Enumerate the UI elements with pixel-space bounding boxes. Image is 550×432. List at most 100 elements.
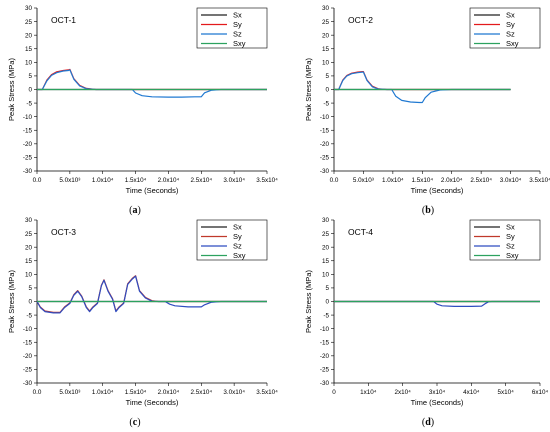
y-tick-label: -15	[320, 127, 330, 134]
y-tick-label: -20	[320, 353, 330, 360]
x-tick-label: 2.5x10⁴	[190, 389, 212, 396]
chart-panel-d: -30 -25 -20 -15 -10 -5 0 5 10 15 20 25 30 0 1x10⁴ 2x10⁴…	[304, 217, 548, 428]
x-tick-label: 1.5x10⁴	[125, 389, 147, 396]
y-tick-label: 10	[25, 60, 33, 67]
legend-label: Sy	[506, 20, 515, 29]
x-tick-label: 1.0x10⁴	[92, 177, 114, 184]
y-tick-label: -5	[323, 312, 329, 319]
y-tick-label: -20	[23, 141, 33, 148]
legend-label: Sy	[233, 232, 242, 241]
y-tick-label: -10	[320, 114, 330, 121]
legend-label: Sy	[233, 20, 242, 29]
x-axis-title: Time (Seconds)	[126, 398, 179, 407]
y-tick-label: 5	[28, 73, 32, 80]
panel-caption: (a)	[129, 205, 141, 216]
legend-label: Sx	[506, 11, 515, 20]
legend-label: Sz	[233, 242, 242, 251]
y-tick-label: -25	[320, 367, 330, 374]
chart-panel-c: -30 -25 -20 -15 -10 -5 0 5 10 15 20 25 30 0.0 5.0x10³ 1…	[7, 217, 278, 428]
x-tick-label: 5.0x10³	[353, 177, 374, 184]
legend-label: Sz	[233, 30, 242, 39]
y-tick-label: 5	[28, 285, 32, 292]
x-tick-label: 2x10⁴	[394, 389, 411, 396]
y-tick-label: 15	[25, 258, 33, 265]
x-tick-label: 5x10⁴	[497, 389, 514, 396]
legend-box	[469, 7, 541, 49]
x-tick-label: 0	[332, 389, 336, 396]
x-tick-label: 4x10⁴	[463, 389, 480, 396]
x-axis-title: Time (Seconds)	[411, 398, 464, 407]
series-line-sy	[334, 71, 511, 91]
y-tick-label: 0	[28, 299, 32, 306]
chart-panel-a: -30 -25 -20 -15 -10 -5 0 5 10 15 20 25 30 0.0 5.0x10³ 1…	[7, 5, 278, 216]
y-tick-label: 5	[325, 73, 329, 80]
y-tick-label: -25	[320, 155, 330, 162]
y-tick-label: 30	[25, 5, 33, 12]
x-tick-label: 0.0	[330, 177, 339, 184]
x-tick-label: 0.0	[33, 177, 42, 184]
y-tick-label: 0	[325, 87, 329, 94]
x-tick-label: 5.0x10³	[59, 177, 80, 184]
y-tick-label: -15	[23, 127, 33, 134]
y-tick-label: 10	[322, 272, 330, 279]
x-tick-label: 3.0x10⁴	[223, 177, 245, 184]
legend-label: Sxy	[506, 251, 519, 260]
chart-panel-b: -30 -25 -20 -15 -10 -5 0 5 10 15 20 25 30 0.0 5.0x10³ 1…	[304, 5, 550, 216]
y-tick-label: 25	[25, 19, 33, 26]
legend-label: Sxy	[233, 39, 246, 48]
y-tick-label: 20	[25, 244, 33, 251]
y-tick-label: 5	[325, 285, 329, 292]
y-tick-label: 15	[25, 46, 33, 53]
y-tick-label: 10	[25, 272, 33, 279]
x-tick-label: 6x10⁴	[532, 389, 549, 396]
legend-box	[196, 7, 268, 49]
y-tick-label: 25	[25, 231, 33, 238]
y-tick-label: 20	[322, 244, 330, 251]
y-tick-label: 20	[25, 32, 33, 39]
x-tick-label: 2.5x10⁴	[190, 177, 212, 184]
y-tick-label: 0	[28, 87, 32, 94]
x-tick-label: 3.0x10⁴	[223, 389, 245, 396]
y-axis-title: Peak Stress (MPa)	[304, 270, 313, 333]
y-tick-label: 15	[322, 46, 330, 53]
series-line-sy	[36, 275, 267, 313]
x-tick-label: 3.5x10⁴	[529, 177, 550, 184]
panel-title: OCT-3	[51, 227, 76, 237]
y-tick-label: -10	[320, 326, 330, 333]
x-tick-label: 0.0	[33, 389, 42, 396]
legend-label: Sx	[233, 11, 242, 20]
panel-title: OCT-2	[348, 15, 373, 25]
y-tick-label: -25	[23, 155, 33, 162]
legend-box	[196, 219, 268, 261]
y-axis-title: Peak Stress (MPa)	[304, 58, 313, 121]
y-tick-label: 10	[322, 60, 330, 67]
y-tick-label: -20	[320, 141, 330, 148]
x-tick-label: 3x10⁴	[429, 389, 446, 396]
x-tick-label: 2.5x10⁴	[470, 177, 492, 184]
y-tick-label: -25	[23, 367, 33, 374]
legend-label: Sxy	[233, 251, 246, 260]
series-line-sz	[334, 71, 511, 104]
y-tick-label: 25	[322, 231, 330, 238]
series-line-sz	[37, 69, 267, 98]
series-line-sz	[36, 275, 267, 314]
x-tick-label: 3.5x10⁴	[256, 177, 278, 184]
legend-label: Sz	[506, 30, 515, 39]
panel-title: OCT-4	[348, 227, 373, 237]
y-tick-label: -30	[23, 168, 33, 175]
y-tick-label: -30	[320, 168, 330, 175]
legend-box	[469, 219, 541, 261]
y-tick-label: -5	[323, 100, 329, 107]
x-tick-label: 3.5x10⁴	[256, 389, 278, 396]
y-tick-label: -20	[23, 353, 33, 360]
y-tick-label: -15	[320, 339, 330, 346]
panel-caption: (c)	[129, 417, 140, 428]
y-tick-label: 30	[322, 5, 330, 12]
x-tick-label: 1.5x10⁴	[411, 177, 433, 184]
y-tick-label: 25	[322, 19, 330, 26]
